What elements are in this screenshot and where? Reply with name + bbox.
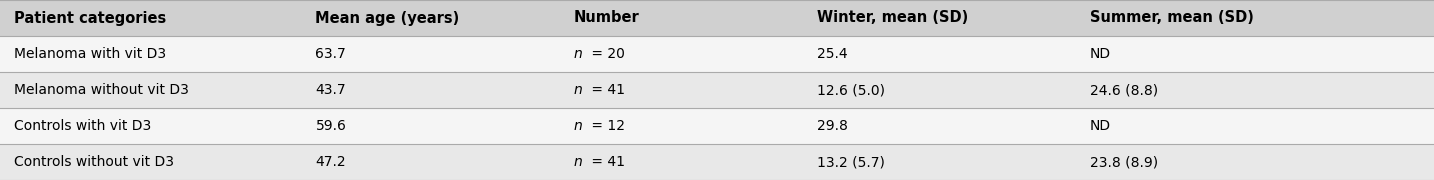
Text: n: n [574, 155, 582, 169]
FancyBboxPatch shape [0, 36, 1434, 72]
Text: 59.6: 59.6 [315, 119, 347, 133]
Text: 25.4: 25.4 [817, 47, 847, 61]
Text: Melanoma with vit D3: Melanoma with vit D3 [14, 47, 166, 61]
Text: 23.8 (8.9): 23.8 (8.9) [1090, 155, 1159, 169]
Text: 43.7: 43.7 [315, 83, 346, 97]
Text: Number: Number [574, 10, 640, 26]
Text: Melanoma without vit D3: Melanoma without vit D3 [14, 83, 189, 97]
Text: = 41: = 41 [588, 83, 625, 97]
Text: 24.6 (8.8): 24.6 (8.8) [1090, 83, 1159, 97]
Text: Winter, mean (SD): Winter, mean (SD) [817, 10, 968, 26]
Text: n: n [574, 83, 582, 97]
Text: 12.6 (5.0): 12.6 (5.0) [817, 83, 885, 97]
Text: n: n [574, 119, 582, 133]
Text: 13.2 (5.7): 13.2 (5.7) [817, 155, 885, 169]
FancyBboxPatch shape [0, 72, 1434, 108]
Text: = 20: = 20 [588, 47, 625, 61]
Text: 29.8: 29.8 [817, 119, 849, 133]
Text: = 41: = 41 [588, 155, 625, 169]
Text: = 12: = 12 [588, 119, 625, 133]
Text: ND: ND [1090, 119, 1111, 133]
Text: Mean age (years): Mean age (years) [315, 10, 460, 26]
FancyBboxPatch shape [0, 0, 1434, 36]
Text: 47.2: 47.2 [315, 155, 346, 169]
FancyBboxPatch shape [0, 144, 1434, 180]
Text: Controls with vit D3: Controls with vit D3 [14, 119, 152, 133]
Text: Summer, mean (SD): Summer, mean (SD) [1090, 10, 1253, 26]
Text: ND: ND [1090, 47, 1111, 61]
FancyBboxPatch shape [0, 108, 1434, 144]
Text: 63.7: 63.7 [315, 47, 346, 61]
Text: Patient categories: Patient categories [14, 10, 166, 26]
Text: Controls without vit D3: Controls without vit D3 [14, 155, 175, 169]
Text: n: n [574, 47, 582, 61]
